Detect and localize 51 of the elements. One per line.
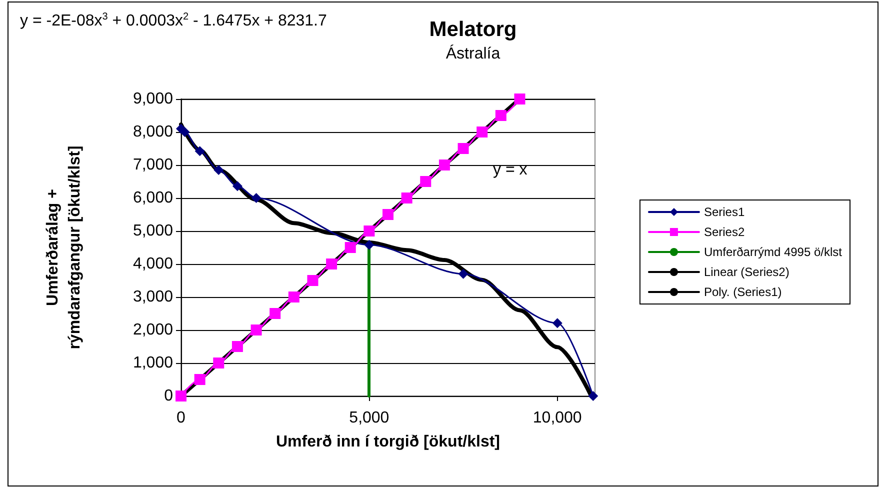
chart-title: Melatorg xyxy=(429,18,517,41)
point xyxy=(495,110,506,121)
y-tick-label: 6,000 xyxy=(132,190,174,206)
point xyxy=(194,374,206,385)
y-tick-label: 4,000 xyxy=(132,256,174,272)
y-tick-label: 3,000 xyxy=(132,288,174,306)
point xyxy=(458,143,469,154)
y-tick-label: 2,000 xyxy=(132,322,174,338)
point xyxy=(382,209,394,220)
y-tick-label: 7,000 xyxy=(132,156,174,174)
point xyxy=(214,164,224,175)
point xyxy=(420,176,432,187)
point xyxy=(364,226,375,236)
legend-label: Series1 xyxy=(704,205,745,219)
y-tick-label: 1,000 xyxy=(132,354,174,372)
point xyxy=(344,242,356,253)
point xyxy=(588,391,598,401)
legend-label: Linear (Series2) xyxy=(704,265,790,279)
point xyxy=(250,324,262,336)
point xyxy=(232,181,242,192)
point xyxy=(552,318,562,328)
y-axis-title: Umferðarálag + rýmdarafgangur [ökut/klst] xyxy=(44,146,84,350)
legend-label: Umferðarrýmd 4995 ö/klst xyxy=(704,245,843,259)
x-tick-label: 5,000 xyxy=(349,410,390,426)
point xyxy=(326,258,338,270)
y-tick-label: 5,000 xyxy=(132,222,174,240)
chart-subtitle: Ástralía xyxy=(446,44,500,62)
point xyxy=(438,160,450,170)
annotation: y = x xyxy=(493,162,528,178)
point xyxy=(307,275,318,286)
point xyxy=(180,127,190,137)
point xyxy=(476,126,488,138)
legend-label: Series2 xyxy=(704,225,745,239)
point xyxy=(364,240,374,250)
point xyxy=(288,292,300,302)
point xyxy=(251,193,262,203)
x-tick-label: 10,000 xyxy=(532,410,582,426)
point xyxy=(401,192,412,204)
point xyxy=(213,358,224,368)
point xyxy=(270,308,281,319)
point xyxy=(514,94,526,104)
x-axis-title: Umferð inn í torgið [ökut/klst] xyxy=(276,434,500,450)
y-tick-label: 0 xyxy=(164,388,174,404)
point xyxy=(176,390,186,402)
x-tick-label: 0 xyxy=(176,410,186,426)
point xyxy=(232,341,243,352)
y-tick-label: 9,000 xyxy=(132,90,174,108)
point xyxy=(458,268,468,279)
point xyxy=(194,146,205,156)
legend-label: Poly. (Series1) xyxy=(704,285,782,299)
y-tick-label: 8,000 xyxy=(132,124,174,140)
